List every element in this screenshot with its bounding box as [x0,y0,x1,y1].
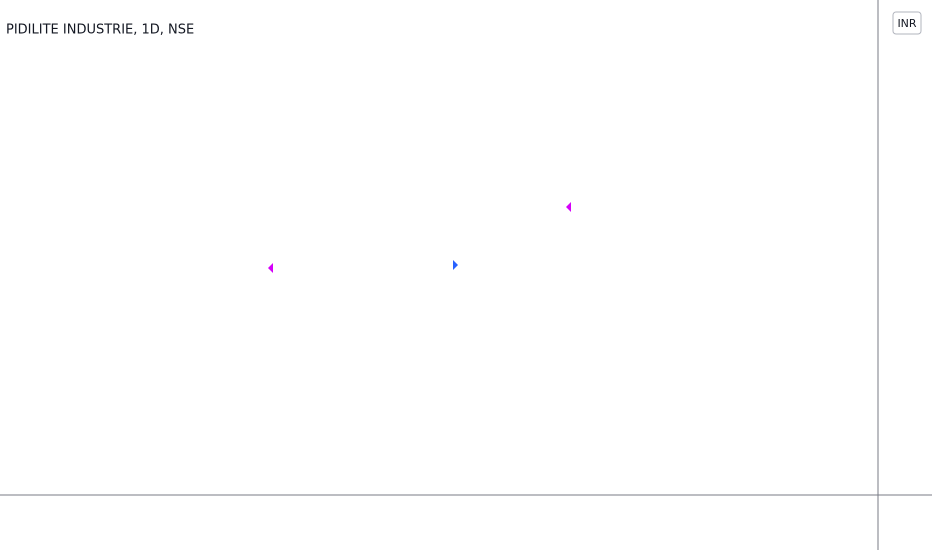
signal-marker [453,260,458,270]
currency: INR [897,17,916,30]
signal-marker [566,202,571,212]
signal-marker [268,263,273,273]
currency-box [892,11,922,35]
chart-title: PIDILITE INDUSTRIE, 1D, NSE [6,23,194,38]
